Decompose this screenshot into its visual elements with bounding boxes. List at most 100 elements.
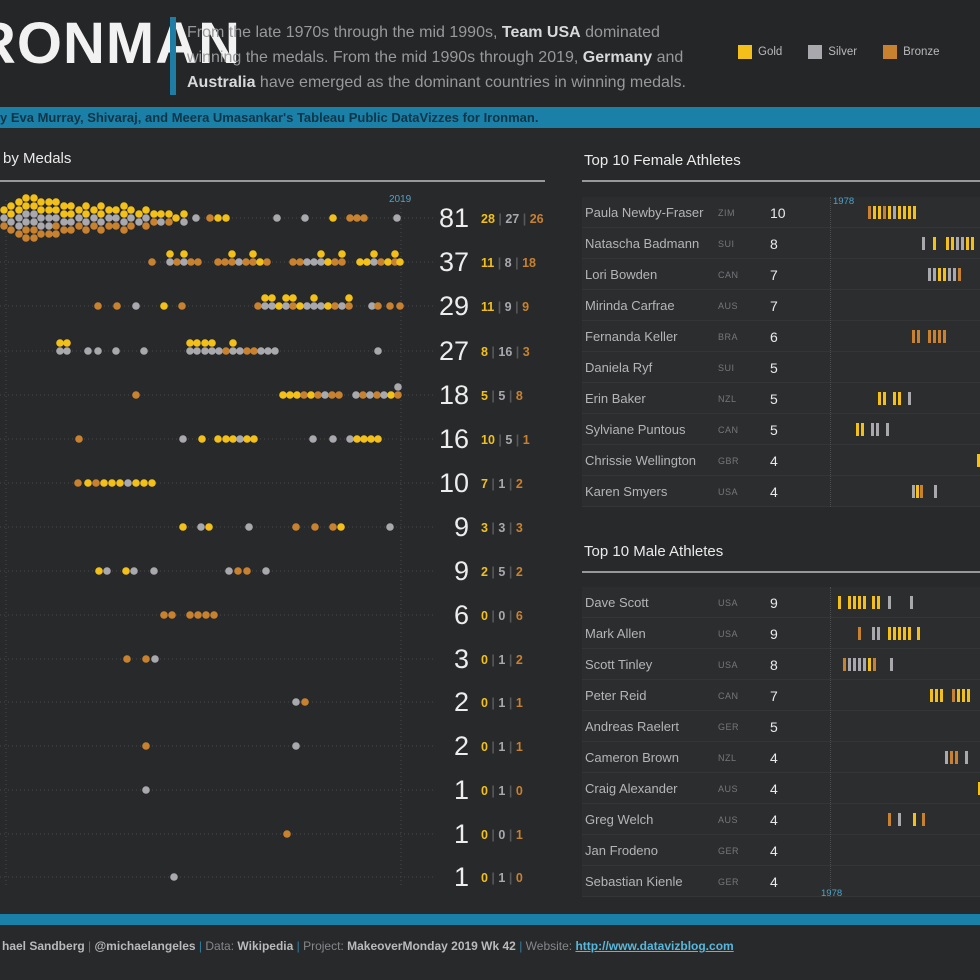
medal-dot[interactable] bbox=[30, 218, 38, 226]
medal-dot[interactable] bbox=[123, 655, 131, 663]
medal-dot[interactable] bbox=[187, 258, 195, 266]
medal-dot[interactable] bbox=[202, 611, 210, 619]
medal-dot[interactable] bbox=[324, 302, 332, 310]
medal-dot[interactable] bbox=[279, 391, 287, 399]
medal-dot[interactable] bbox=[286, 391, 294, 399]
medal-dot[interactable] bbox=[15, 230, 23, 238]
medal-dot[interactable] bbox=[360, 214, 368, 222]
medal-dot[interactable] bbox=[245, 523, 253, 531]
table-row[interactable]: Craig Alexander AUS 4 bbox=[582, 773, 980, 804]
medal-dot[interactable] bbox=[67, 202, 75, 210]
medal-dot[interactable] bbox=[157, 210, 165, 218]
medal-dot[interactable] bbox=[370, 258, 378, 266]
medal-dot[interactable] bbox=[275, 302, 283, 310]
medal-dot[interactable] bbox=[261, 302, 269, 310]
medal-dot[interactable] bbox=[314, 391, 322, 399]
table-row[interactable]: Dave Scott USA 9 bbox=[582, 587, 980, 618]
medal-dot[interactable] bbox=[261, 294, 269, 302]
medal-dot[interactable] bbox=[7, 226, 15, 234]
medal-dot[interactable] bbox=[56, 347, 64, 355]
table-row[interactable]: Erin Baker NZL 5 bbox=[582, 383, 980, 414]
medal-dot[interactable] bbox=[94, 302, 102, 310]
medal-dot[interactable] bbox=[367, 435, 375, 443]
medal-dot[interactable] bbox=[60, 226, 68, 234]
medal-dot[interactable] bbox=[197, 523, 205, 531]
medal-dot[interactable] bbox=[75, 206, 83, 214]
medal-dot[interactable] bbox=[345, 302, 353, 310]
medal-dot[interactable] bbox=[249, 258, 257, 266]
medal-dot[interactable] bbox=[331, 302, 339, 310]
medal-dot[interactable] bbox=[386, 523, 394, 531]
medal-dot[interactable] bbox=[235, 258, 243, 266]
medal-dot[interactable] bbox=[309, 435, 317, 443]
footer-website-link[interactable]: http://www.datavizblog.com bbox=[575, 939, 734, 953]
medal-dot[interactable] bbox=[222, 214, 230, 222]
medal-dot[interactable] bbox=[112, 222, 120, 230]
medal-dot[interactable] bbox=[122, 567, 130, 575]
medal-dot[interactable] bbox=[120, 218, 128, 226]
medal-dot[interactable] bbox=[228, 250, 236, 258]
medal-dot[interactable] bbox=[92, 479, 100, 487]
medal-dot[interactable] bbox=[289, 294, 297, 302]
medal-dot[interactable] bbox=[22, 210, 30, 218]
medal-dot[interactable] bbox=[229, 435, 237, 443]
medal-dot[interactable] bbox=[234, 567, 242, 575]
medal-dot[interactable] bbox=[214, 435, 222, 443]
medal-dot[interactable] bbox=[179, 435, 187, 443]
table-row[interactable]: Greg Welch AUS 4 bbox=[582, 804, 980, 835]
medal-dot[interactable] bbox=[329, 523, 337, 531]
medal-dot[interactable] bbox=[179, 523, 187, 531]
table-row[interactable]: Sebastian Kienle GER 4 bbox=[582, 866, 980, 897]
medal-dot[interactable] bbox=[37, 230, 45, 238]
legend-item-bronze[interactable]: Bronze bbox=[883, 45, 940, 59]
medal-dot[interactable] bbox=[22, 234, 30, 242]
medal-dot[interactable] bbox=[60, 210, 68, 218]
medal-dot[interactable] bbox=[7, 210, 15, 218]
medal-dot[interactable] bbox=[84, 479, 92, 487]
medal-dot[interactable] bbox=[90, 206, 98, 214]
medal-dot[interactable] bbox=[150, 567, 158, 575]
medal-dot[interactable] bbox=[22, 226, 30, 234]
medal-dot[interactable] bbox=[166, 250, 174, 258]
medal-dot[interactable] bbox=[67, 218, 75, 226]
medal-dot[interactable] bbox=[180, 250, 188, 258]
table-row[interactable]: Chrissie Wellington GBR 4 bbox=[582, 445, 980, 476]
medal-dot[interactable] bbox=[105, 206, 113, 214]
medal-dot[interactable] bbox=[97, 202, 105, 210]
medal-dot[interactable] bbox=[310, 302, 318, 310]
medal-dot[interactable] bbox=[60, 202, 68, 210]
medal-dot[interactable] bbox=[84, 347, 92, 355]
medal-dot[interactable] bbox=[337, 523, 345, 531]
medal-dot[interactable] bbox=[338, 302, 346, 310]
medal-dot[interactable] bbox=[30, 226, 38, 234]
medal-dot[interactable] bbox=[301, 698, 309, 706]
medal-dot[interactable] bbox=[215, 347, 223, 355]
medal-dot[interactable] bbox=[157, 218, 165, 226]
medal-dot[interactable] bbox=[63, 339, 71, 347]
medal-dot[interactable] bbox=[296, 302, 304, 310]
medal-dot[interactable] bbox=[142, 786, 150, 794]
medal-dot[interactable] bbox=[160, 302, 168, 310]
table-row[interactable]: Peter Reid CAN 7 bbox=[582, 680, 980, 711]
medal-dot[interactable] bbox=[150, 210, 158, 218]
medal-dot[interactable] bbox=[165, 218, 173, 226]
table-row[interactable]: Natascha Badmann SUI 8 bbox=[582, 228, 980, 259]
medal-dot[interactable] bbox=[249, 250, 257, 258]
medal-dot[interactable] bbox=[324, 258, 332, 266]
medal-dot[interactable] bbox=[194, 611, 202, 619]
medal-dot[interactable] bbox=[120, 202, 128, 210]
medal-dot[interactable] bbox=[105, 214, 113, 222]
medal-dot[interactable] bbox=[142, 206, 150, 214]
medal-dot[interactable] bbox=[391, 250, 399, 258]
medal-dot[interactable] bbox=[112, 347, 120, 355]
medal-dot[interactable] bbox=[67, 226, 75, 234]
medal-dot[interactable] bbox=[317, 258, 325, 266]
legend-item-gold[interactable]: Gold bbox=[738, 45, 782, 59]
medal-dot[interactable] bbox=[127, 206, 135, 214]
table-row[interactable]: Mark Allen USA 9 bbox=[582, 618, 980, 649]
medal-dot[interactable] bbox=[63, 347, 71, 355]
medal-dot[interactable] bbox=[52, 198, 60, 206]
medal-dot[interactable] bbox=[45, 198, 53, 206]
medal-dot[interactable] bbox=[228, 258, 236, 266]
medal-dot[interactable] bbox=[321, 391, 329, 399]
